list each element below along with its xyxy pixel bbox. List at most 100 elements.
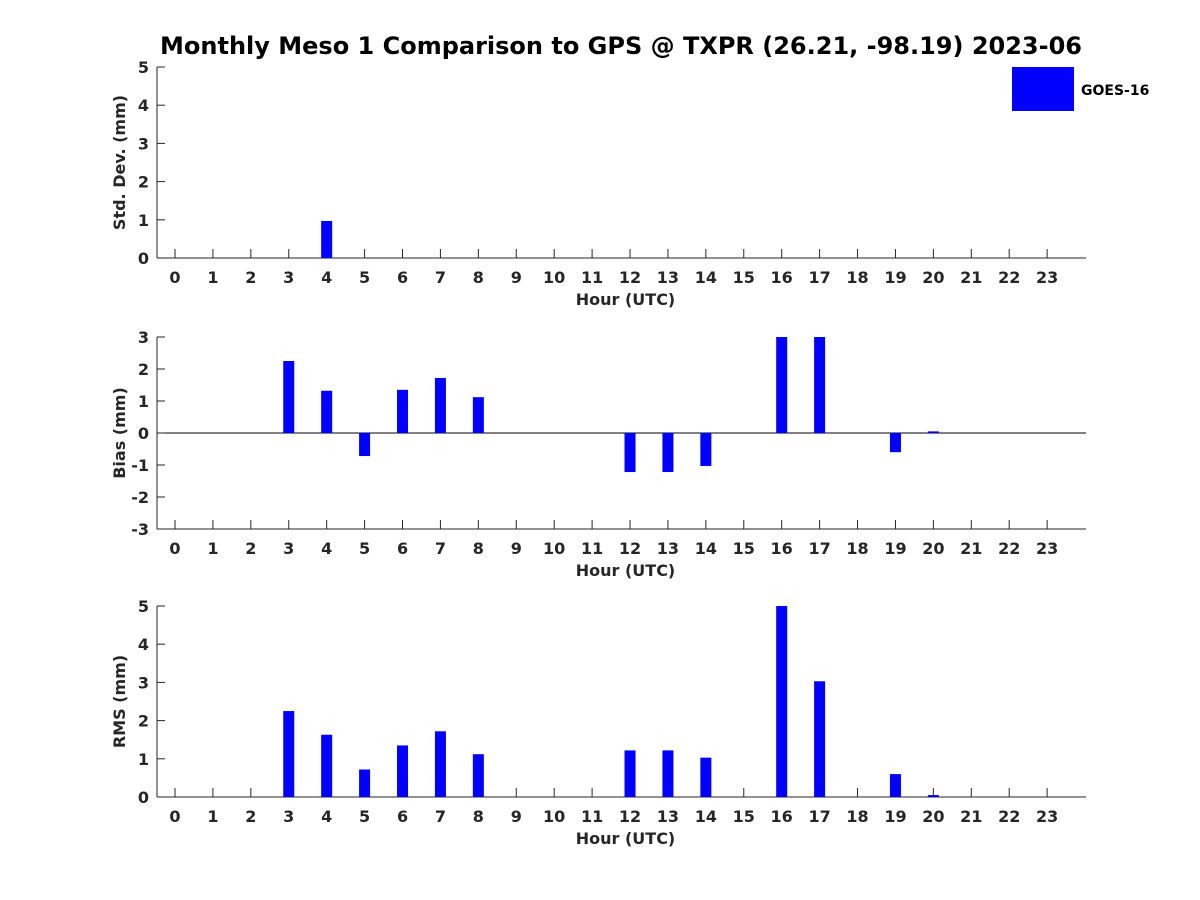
x-tick-label: 22 — [998, 268, 1020, 287]
x-tick-label: 2 — [245, 268, 256, 287]
x-tick-label: 7 — [435, 807, 446, 826]
x-tick-label: 6 — [397, 807, 408, 826]
y-tick-label: -3 — [131, 520, 149, 539]
x-tick-label: 11 — [581, 268, 603, 287]
y-tick-label: 0 — [138, 424, 149, 443]
x-tick-label: 1 — [207, 539, 218, 558]
bar-hour-8 — [472, 754, 484, 797]
legend-label: GOES-16 — [1081, 83, 1149, 99]
bar-hour-12 — [624, 750, 636, 797]
x-tick-label: 8 — [473, 807, 484, 826]
x-tick-label: 23 — [1036, 539, 1058, 558]
x-tick-label: 16 — [771, 807, 793, 826]
x-tick-label: 16 — [771, 268, 793, 287]
y-axis-label: RMS (mm) — [110, 655, 129, 748]
y-tick-label: 3 — [138, 673, 149, 692]
x-tick-label: 18 — [846, 268, 868, 287]
x-tick-label: 9 — [511, 268, 522, 287]
y-tick-label: 0 — [138, 788, 149, 807]
y-tick-label: 2 — [138, 712, 149, 731]
bar-hour-13 — [662, 433, 674, 473]
x-tick-label: 2 — [245, 807, 256, 826]
y-tick-label: 3 — [138, 328, 149, 347]
bar-hour-16 — [776, 337, 788, 433]
x-tick-label: 12 — [619, 539, 641, 558]
x-tick-label: 1 — [207, 268, 218, 287]
y-tick-label: 1 — [138, 392, 149, 411]
x-tick-label: 11 — [581, 539, 603, 558]
x-tick-label: 13 — [657, 268, 679, 287]
x-tick-label: 12 — [619, 807, 641, 826]
x-tick-label: 0 — [169, 807, 180, 826]
x-tick-label: 3 — [283, 539, 294, 558]
x-tick-label: 5 — [359, 807, 370, 826]
bar-hour-6 — [397, 745, 409, 797]
x-tick-label: 20 — [922, 539, 944, 558]
y-axis-label: Std. Dev. (mm) — [110, 95, 129, 230]
x-tick-label: 21 — [960, 268, 982, 287]
bar-hour-4 — [321, 734, 333, 797]
bar-hour-5 — [359, 769, 371, 797]
bar-hour-19 — [889, 433, 901, 453]
y-tick-label: 5 — [138, 58, 149, 77]
x-tick-label: 1 — [207, 807, 218, 826]
bar-hour-17 — [814, 681, 826, 797]
x-tick-label: 10 — [543, 539, 565, 558]
bar-hour-19 — [889, 774, 901, 797]
y-tick-label: 5 — [138, 597, 149, 616]
y-tick-label: 4 — [138, 96, 149, 115]
x-tick-label: 6 — [397, 539, 408, 558]
x-tick-label: 15 — [733, 807, 755, 826]
y-tick-label: -2 — [131, 488, 149, 507]
x-tick-label: 0 — [169, 268, 180, 287]
x-tick-label: 8 — [473, 539, 484, 558]
x-axis-label: Hour (UTC) — [576, 829, 676, 848]
bar-hour-7 — [434, 377, 446, 433]
x-tick-label: 18 — [846, 539, 868, 558]
x-tick-label: 20 — [922, 807, 944, 826]
x-tick-label: 12 — [619, 268, 641, 287]
y-tick-label: 2 — [138, 173, 149, 192]
x-tick-label: 23 — [1036, 807, 1058, 826]
x-tick-label: 10 — [543, 807, 565, 826]
x-tick-label: 15 — [733, 539, 755, 558]
x-tick-label: 17 — [808, 268, 830, 287]
bar-hour-4 — [321, 220, 333, 258]
x-tick-label: 3 — [283, 807, 294, 826]
x-axis-label: Hour (UTC) — [576, 561, 676, 580]
legend-swatch — [1012, 67, 1074, 111]
bar-hour-12 — [624, 433, 636, 473]
x-tick-label: 4 — [321, 268, 332, 287]
y-tick-label: 0 — [138, 249, 149, 268]
x-tick-label: 5 — [359, 539, 370, 558]
bar-hour-7 — [434, 731, 446, 797]
bar-hour-3 — [283, 361, 295, 433]
x-tick-label: 4 — [321, 539, 332, 558]
y-tick-label: 4 — [138, 635, 149, 654]
x-tick-label: 19 — [884, 539, 906, 558]
x-tick-label: 4 — [321, 807, 332, 826]
bar-hour-20 — [927, 795, 939, 797]
bar-hour-13 — [662, 750, 674, 797]
x-tick-label: 19 — [884, 807, 906, 826]
y-tick-label: 1 — [138, 750, 149, 769]
x-tick-label: 20 — [922, 268, 944, 287]
x-tick-label: 21 — [960, 807, 982, 826]
x-tick-label: 9 — [511, 539, 522, 558]
x-tick-label: 5 — [359, 268, 370, 287]
chart-title: Monthly Meso 1 Comparison to GPS @ TXPR … — [160, 32, 1082, 60]
bar-hour-5 — [359, 433, 371, 457]
legend: GOES-16 — [1012, 67, 1149, 111]
x-tick-label: 6 — [397, 268, 408, 287]
bar-hour-8 — [472, 397, 484, 433]
y-tick-label: 1 — [138, 211, 149, 230]
x-tick-label: 9 — [511, 807, 522, 826]
x-tick-label: 11 — [581, 807, 603, 826]
x-tick-label: 23 — [1036, 268, 1058, 287]
bar-hour-6 — [397, 389, 409, 433]
